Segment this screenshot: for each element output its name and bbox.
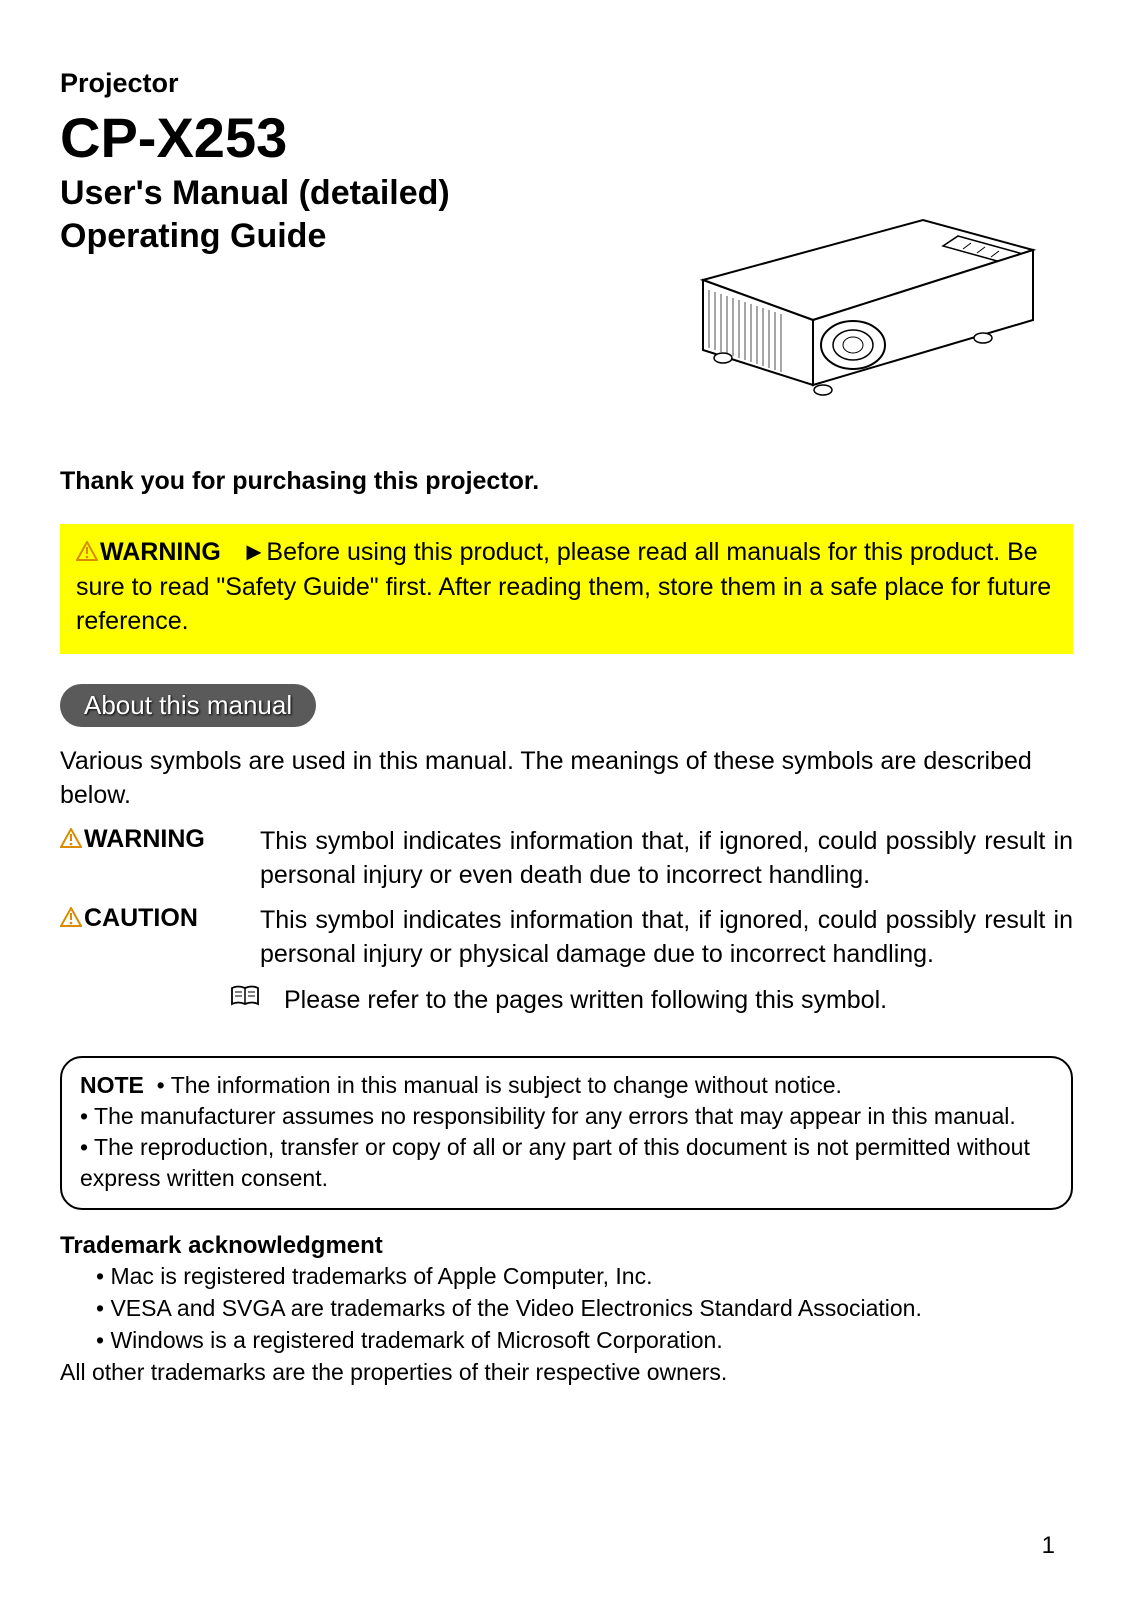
trademark-item: • VESA and SVGA are trademarks of the Vi…	[60, 1292, 1073, 1324]
trademark-footer: All other trademarks are the properties …	[60, 1356, 1073, 1388]
header-model: CP-X253	[60, 105, 1073, 170]
header-subtitle-1: User's Manual (detailed)	[60, 172, 1073, 215]
thanks-text: Thank you for purchasing this projector.	[60, 467, 1073, 496]
note-line-3: • The reproduction, transfer or copy of …	[80, 1134, 1030, 1191]
warning-triangle-icon	[60, 826, 82, 855]
caution-triangle-icon	[60, 905, 82, 934]
symbol-warning-label: WARNING	[84, 825, 205, 853]
trademark-item: • Mac is registered trademarks of Apple …	[60, 1260, 1073, 1292]
symbol-row-caution: CAUTION This symbol indicates informatio…	[60, 904, 1073, 972]
note-line-1: • The information in this manual is subj…	[157, 1072, 842, 1098]
symbol-caution-label: CAUTION	[84, 904, 198, 932]
warning-arrow: ►	[242, 538, 267, 566]
symbol-book-desc: Please refer to the pages written follow…	[284, 984, 1073, 1018]
symbol-caution-desc: This symbol indicates information that, …	[260, 904, 1073, 972]
section-title-pill: About this manual	[60, 684, 316, 727]
trademark-item: • Windows is a registered trademark of M…	[60, 1324, 1073, 1356]
book-icon	[230, 984, 260, 1013]
projector-illustration	[663, 210, 1063, 410]
note-line-2: • The manufacturer assumes no responsibi…	[80, 1103, 1016, 1129]
symbols-intro: Various symbols are used in this manual.…	[60, 745, 1073, 813]
note-box: NOTE • The information in this manual is…	[60, 1056, 1073, 1210]
manual-page: Projector CP-X253 User's Manual (detaile…	[0, 0, 1133, 1600]
warning-text: Before using this product, please read a…	[76, 538, 1051, 635]
symbol-warning-desc: This symbol indicates information that, …	[260, 825, 1073, 893]
warning-label: WARNING	[100, 538, 221, 566]
note-label: NOTE	[80, 1072, 144, 1098]
warning-box: WARNING ►Before using this product, plea…	[60, 524, 1073, 654]
header-category: Projector	[60, 68, 1073, 99]
symbol-row-book: Please refer to the pages written follow…	[60, 984, 1073, 1018]
trademark-list: • Mac is registered trademarks of Apple …	[60, 1260, 1073, 1389]
page-number: 1	[1042, 1532, 1055, 1560]
warning-triangle-icon	[76, 537, 98, 571]
symbol-row-warning: WARNING This symbol indicates informatio…	[60, 825, 1073, 893]
trademark-heading: Trademark acknowledgment	[60, 1232, 1073, 1260]
